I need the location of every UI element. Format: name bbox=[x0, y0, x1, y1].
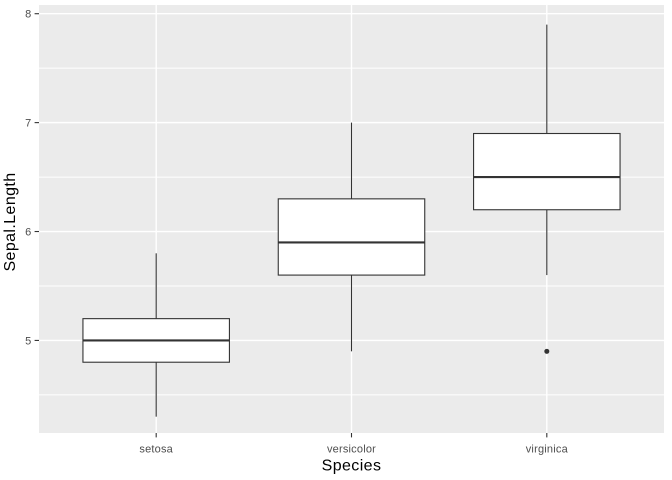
plot-layer: 5 6 7 8 setosa versicolor virginica bbox=[25, 5, 664, 456]
y-axis-title: Sepal.Length bbox=[2, 172, 19, 271]
box-versicolor bbox=[277, 198, 426, 276]
y-tick-label: 5 bbox=[25, 335, 31, 347]
y-tick-label: 8 bbox=[25, 9, 31, 21]
y-tick-label: 6 bbox=[25, 227, 31, 239]
y-tick-label: 7 bbox=[25, 118, 31, 130]
x-category-label: virginica bbox=[526, 444, 569, 456]
x-category-label: versicolor bbox=[327, 444, 376, 456]
box-virginica bbox=[473, 132, 621, 211]
outlier-point-virginica bbox=[544, 348, 550, 354]
x-category-label: setosa bbox=[139, 444, 173, 456]
x-axis-title: Species bbox=[322, 458, 382, 475]
